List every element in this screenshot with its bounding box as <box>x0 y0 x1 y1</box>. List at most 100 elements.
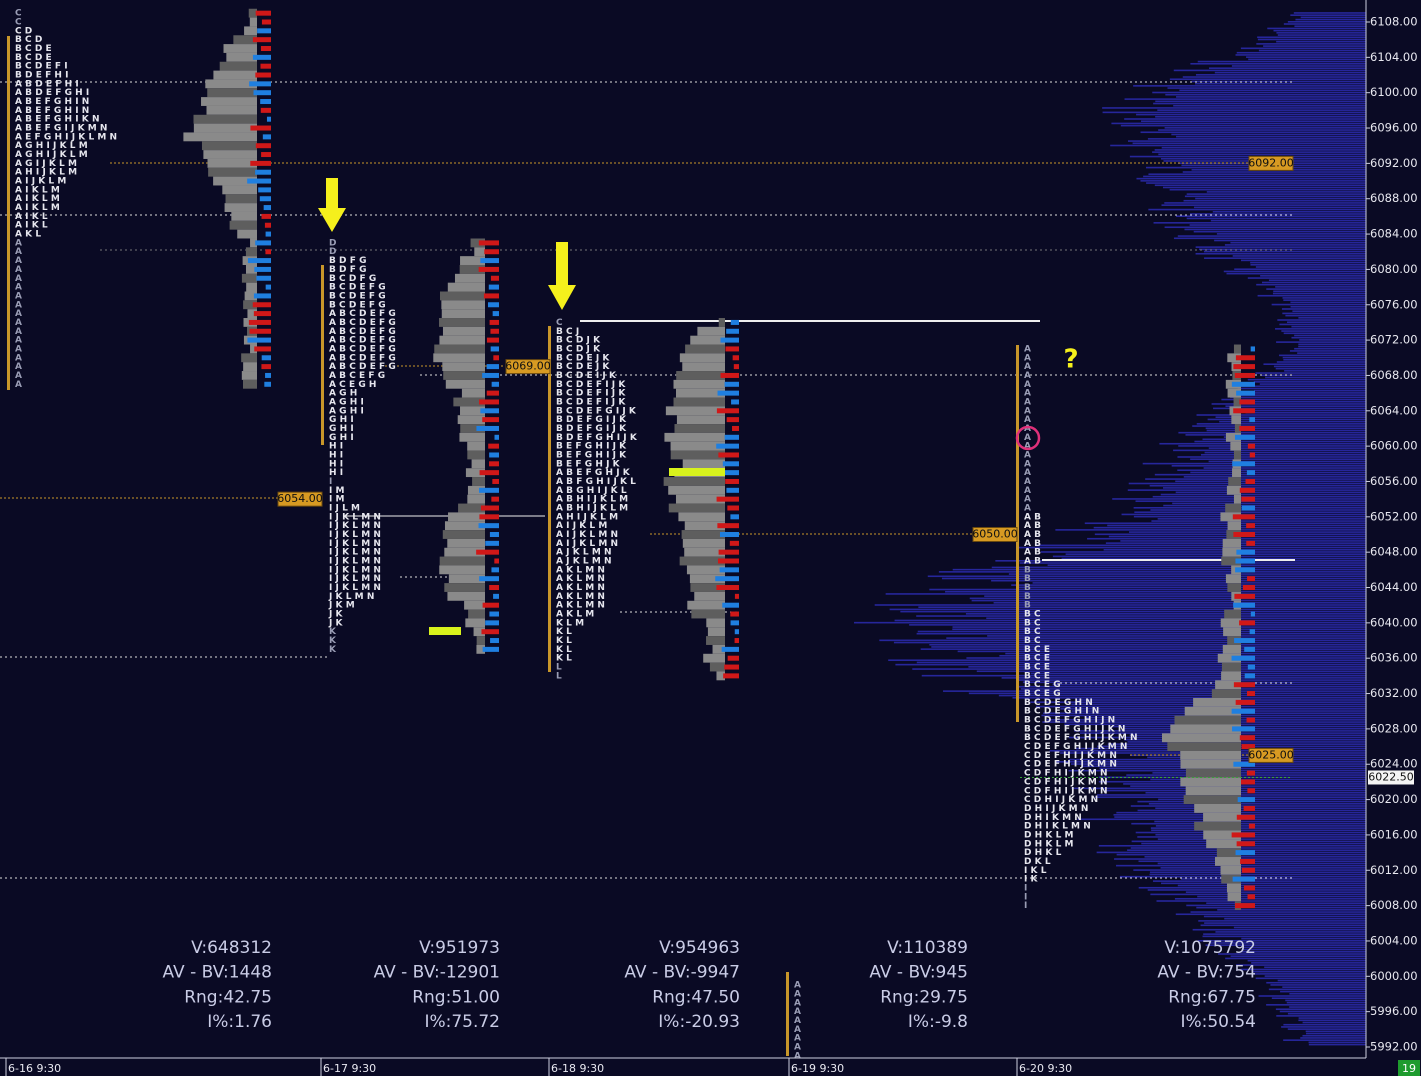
hist-bar <box>250 238 257 248</box>
hist-bar <box>476 636 485 645</box>
hist-bar <box>690 583 725 592</box>
volume-bar <box>1196 414 1366 416</box>
delta-bar <box>489 319 499 325</box>
hist-bar <box>668 503 725 513</box>
delta-bar <box>257 28 271 34</box>
hist-bar <box>470 238 485 248</box>
volume-bar <box>1047 564 1366 567</box>
hist-bar <box>243 379 257 389</box>
tpo-row: BCDEJK <box>556 353 613 363</box>
session-stat: V:951973 <box>419 938 500 958</box>
delta-bar <box>1235 567 1255 573</box>
delta-bar <box>489 532 499 537</box>
volume-bar <box>1211 403 1366 405</box>
volume-bar <box>1302 1034 1366 1037</box>
hist-bar <box>707 627 725 637</box>
volume-bar <box>1218 953 1366 955</box>
volume-bar <box>1295 18 1366 21</box>
hist-bar <box>1184 706 1241 716</box>
volume-bar <box>900 610 1366 613</box>
volume-bar <box>1152 495 1366 498</box>
volume-bar <box>1180 878 1366 880</box>
volume-bar <box>1257 294 1366 297</box>
volume-bar <box>1305 1030 1366 1033</box>
delta-bar <box>478 266 499 272</box>
y-tick-label: 6016.00 <box>1370 827 1418 841</box>
volume-bar <box>1102 111 1366 114</box>
tpo-row: A <box>1024 450 1034 460</box>
tpo-row: AEFGHIJKLMN <box>15 132 120 142</box>
tpo-row: CDEFHIJKMN <box>1024 751 1120 761</box>
delta-bar <box>716 443 739 449</box>
volume-bar <box>1256 283 1366 286</box>
hist-bar <box>684 521 725 531</box>
tpo-row: BCDE <box>15 44 55 54</box>
y-tick-label: 6092.00 <box>1370 156 1418 170</box>
hist-bar <box>703 653 725 663</box>
volume-bar <box>1161 882 1366 885</box>
volume-bar <box>909 624 1366 626</box>
volume-bar <box>1308 1043 1366 1046</box>
hist-bar <box>712 644 725 654</box>
volume-bar <box>1147 889 1366 891</box>
delta-bar <box>1232 726 1255 732</box>
hist-bar <box>229 220 257 230</box>
tpo-row: ABFGHIJKL <box>556 477 639 487</box>
volume-bar <box>1300 16 1366 19</box>
tpo-row: A <box>1024 503 1034 513</box>
volume-bar <box>1155 115 1366 118</box>
volume-bar <box>1151 829 1366 832</box>
tpo-row: A <box>15 291 25 301</box>
hist-bar <box>203 150 257 159</box>
delta-bar <box>1236 841 1255 847</box>
price-tag: 6092.00 <box>1248 156 1294 169</box>
hist-bar <box>665 406 725 416</box>
tpo-row: K <box>329 645 339 655</box>
hist-bar <box>459 264 485 274</box>
hist-bar <box>207 88 257 98</box>
delta-bar <box>260 46 271 52</box>
hist-bar <box>465 468 485 478</box>
tpo-row: GHI <box>329 415 357 425</box>
delta-bar <box>1242 585 1255 591</box>
hist-bar <box>442 362 485 372</box>
volume-bar <box>1224 917 1366 920</box>
delta-bar <box>479 470 499 476</box>
session-stat: AV - BV:945 <box>869 963 968 983</box>
hist-bar <box>226 52 257 62</box>
volume-bar <box>1255 372 1366 374</box>
tpo-row: BCDEFIJK <box>556 380 629 390</box>
volume-bar <box>1300 1037 1366 1039</box>
delta-bar <box>486 337 499 343</box>
volume-bar <box>1204 257 1366 259</box>
volume-bar <box>879 639 1366 642</box>
tpo-row: CDHIJKMN <box>1024 795 1101 805</box>
delta-bar <box>726 417 739 423</box>
volume-bar <box>1130 847 1366 849</box>
tpo-row: A <box>1024 362 1034 372</box>
tpo-row: BCDEFGHIJKN <box>1024 724 1129 734</box>
hist-bar <box>461 388 485 398</box>
volume-bar <box>1241 937 1366 940</box>
tpo-row: AKL <box>15 230 44 240</box>
volume-bar <box>1192 928 1366 931</box>
delta-bar <box>722 461 739 467</box>
volume-bar <box>1178 445 1366 447</box>
hist-bar <box>472 477 485 486</box>
delta-bar <box>480 505 499 511</box>
volume-bar <box>931 646 1366 648</box>
delta-bar <box>265 231 271 237</box>
hist-bar <box>706 636 725 645</box>
volume-bar <box>1131 822 1366 825</box>
tpo-row: JK <box>328 618 346 628</box>
volume-bar <box>1290 14 1366 16</box>
volume-bar <box>1223 436 1366 438</box>
hist-bar <box>439 556 485 566</box>
tpo-row: AKLMN <box>556 601 608 611</box>
delta-bar <box>732 425 739 431</box>
delta-bar <box>482 602 499 608</box>
delta-bar <box>734 629 739 635</box>
tpo-row: GHI <box>329 424 357 434</box>
hist-bar <box>682 362 725 372</box>
volume-bar <box>968 692 1366 695</box>
